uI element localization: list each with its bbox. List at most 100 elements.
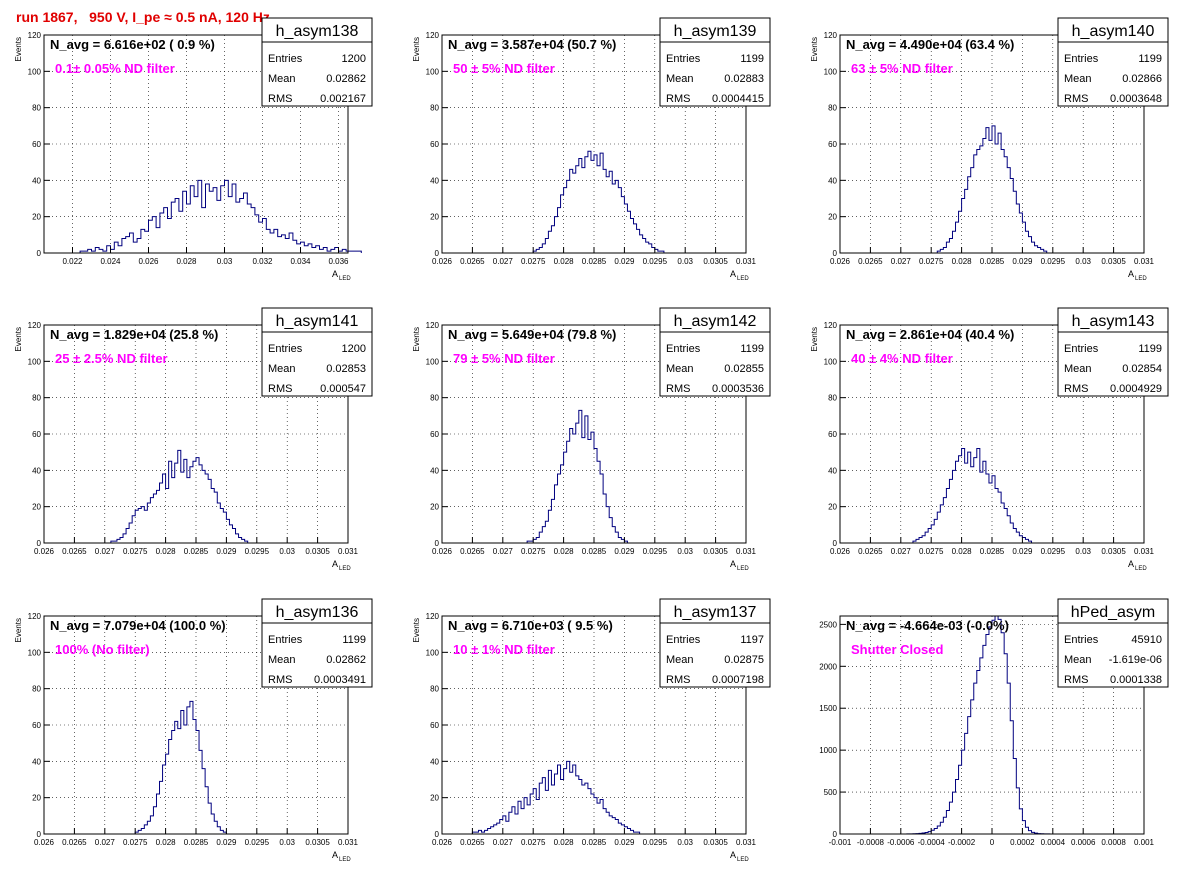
x-tick-label: 0.031 <box>338 547 359 556</box>
histogram-name: hPed_asym <box>1071 604 1156 621</box>
x-tick-label: 0.03 <box>1075 257 1091 266</box>
stats-box: h_asym141 Entries 1200 Mean 0.02853 RMS 0.0005… <box>261 307 373 397</box>
stats-label: Mean <box>1064 654 1092 666</box>
stats-value: 1199 <box>1138 343 1162 355</box>
x-tick-label: 0.0265 <box>460 257 485 266</box>
x-tick-label: 0.026 <box>432 547 453 556</box>
x-tick-label: 0.029 <box>614 547 635 556</box>
x-axis: 0.026 0.0265 0.027 0.0275 0.028 0.0285 0.029 0.… <box>432 537 757 556</box>
stats-box: h_asym137 Entries 1197 Mean 0.02875 RMS 0.0007… <box>659 598 771 688</box>
histogram-panel: 0.026 0.0265 0.027 0.0275 0.028 0.0285 0.029 0.… <box>412 598 771 863</box>
y-tick-label: 100 <box>426 648 440 657</box>
x-axis-label: A <box>730 850 736 860</box>
stats-label: Mean <box>666 654 694 666</box>
stats-label: RMS <box>1064 674 1088 686</box>
y-axis-label: Events <box>14 37 23 61</box>
y-tick-label: 120 <box>426 612 440 621</box>
x-tick-label: 0.0285 <box>582 838 607 847</box>
x-tick-label: 0.0265 <box>460 547 485 556</box>
x-tick-label: 0.03 <box>279 838 295 847</box>
filter-annotation: 10 ± 1% ND filter <box>453 642 555 657</box>
histogram-panel: 0.026 0.0265 0.027 0.0275 0.028 0.0285 0.029 0.… <box>14 598 373 863</box>
x-axis-label-subscript: LED <box>339 857 351 863</box>
histogram-panel: 0.026 0.0265 0.027 0.0275 0.028 0.0285 0.029 0.… <box>412 307 771 572</box>
stats-box-frame <box>261 307 373 397</box>
stats-value: 0.0003491 <box>314 674 366 686</box>
y-axis: 0 20 40 60 80 100 120 <box>426 321 448 548</box>
x-tick-label: 0.03 <box>1075 547 1091 556</box>
x-tick-label: -0.001 <box>829 838 852 847</box>
headline-text: N_avg = 2.861e+04 (40.4 %) <box>846 327 1014 342</box>
x-tick-label: -0.0006 <box>887 838 915 847</box>
y-tick-label: 1000 <box>819 746 837 755</box>
x-axis-label-subscript: LED <box>339 276 351 282</box>
x-tick-label: -0.0004 <box>918 838 946 847</box>
x-tick-label: 0.0295 <box>245 547 270 556</box>
histogram-line <box>134 700 227 834</box>
stats-value: 0.02862 <box>326 73 366 85</box>
x-tick-label: 0.0265 <box>858 257 883 266</box>
stats-label: RMS <box>268 93 292 105</box>
x-tick-label: 0.022 <box>62 257 83 266</box>
stats-box-frame <box>261 17 373 107</box>
stats-label: Entries <box>1064 634 1099 646</box>
x-tick-label: 0.024 <box>100 257 121 266</box>
filter-annotation: 0.1± 0.05% ND filter <box>55 61 175 76</box>
filter-annotation: 79 ± 5% ND filter <box>453 351 555 366</box>
histogram-line <box>110 449 249 543</box>
x-tick-label: 0.029 <box>614 257 635 266</box>
y-axis: 0 20 40 60 80 100 120 <box>824 321 846 548</box>
x-tick-label: 0.031 <box>1134 257 1155 266</box>
y-tick-label: 100 <box>426 357 440 366</box>
y-tick-label: 100 <box>824 67 838 76</box>
stats-box: hPed_asym Entries 45910 Mean -1.619e-06 RMS 0.… <box>1057 598 1169 688</box>
y-tick-label: 60 <box>32 721 41 730</box>
y-tick-label: 100 <box>824 357 838 366</box>
headline-text: N_avg = 6.710e+03 ( 9.5 %) <box>448 618 613 633</box>
stats-label: RMS <box>666 674 690 686</box>
x-tick-label: 0.0285 <box>184 547 209 556</box>
x-tick-label: 0.0008 <box>1101 838 1126 847</box>
y-tick-label: 120 <box>28 612 42 621</box>
x-tick-label: 0.027 <box>95 838 116 847</box>
x-tick-label: 0.029 <box>1012 257 1033 266</box>
stats-value: 0.002167 <box>320 93 366 105</box>
y-tick-label: 0 <box>37 830 42 839</box>
x-tick-label: 0.0265 <box>62 547 87 556</box>
x-tick-label: 0.0002 <box>1010 838 1035 847</box>
stats-value: 1199 <box>342 634 366 646</box>
headline-text: N_avg = -4.664e-03 (-0.0%) <box>846 618 1009 633</box>
y-axis-label: Events <box>412 37 421 61</box>
filter-annotation: 50 ± 5% ND filter <box>453 61 555 76</box>
y-tick-label: 60 <box>430 140 439 149</box>
x-tick-label: 0 <box>990 838 995 847</box>
x-tick-label: 0.0275 <box>123 838 148 847</box>
x-tick-label: 0.0295 <box>1041 257 1066 266</box>
x-tick-label: 0.0295 <box>643 838 668 847</box>
stats-value: 0.02855 <box>724 363 764 375</box>
stats-value: 1197 <box>740 634 764 646</box>
grid-lines <box>442 616 746 834</box>
y-tick-label: 20 <box>430 794 439 803</box>
x-tick-label: 0.031 <box>338 838 359 847</box>
x-tick-label: 0.0275 <box>521 547 546 556</box>
x-tick-label: 0.026 <box>432 257 453 266</box>
x-tick-label: 0.0265 <box>858 547 883 556</box>
x-tick-label: 0.031 <box>736 838 757 847</box>
histogram-name: h_asym143 <box>1072 313 1155 330</box>
stats-value: 45910 <box>1131 634 1162 646</box>
histogram-name: h_asym137 <box>674 604 757 621</box>
histogram-panel: 0.026 0.0265 0.027 0.0275 0.028 0.0285 0.029 0.… <box>14 307 373 572</box>
x-axis-label: A <box>332 269 338 279</box>
x-tick-label: 0.0285 <box>980 257 1005 266</box>
x-tick-label: 0.0265 <box>460 838 485 847</box>
x-tick-label: 0.028 <box>554 547 575 556</box>
y-tick-label: 20 <box>32 503 41 512</box>
x-tick-label: 0.0305 <box>703 838 728 847</box>
histogram-name: h_asym138 <box>276 23 359 40</box>
y-tick-label: 60 <box>32 140 41 149</box>
x-tick-label: 0.0295 <box>1041 547 1066 556</box>
histogram-name: h_asym136 <box>276 604 359 621</box>
x-tick-label: 0.03 <box>217 257 233 266</box>
y-tick-label: 60 <box>828 430 837 439</box>
